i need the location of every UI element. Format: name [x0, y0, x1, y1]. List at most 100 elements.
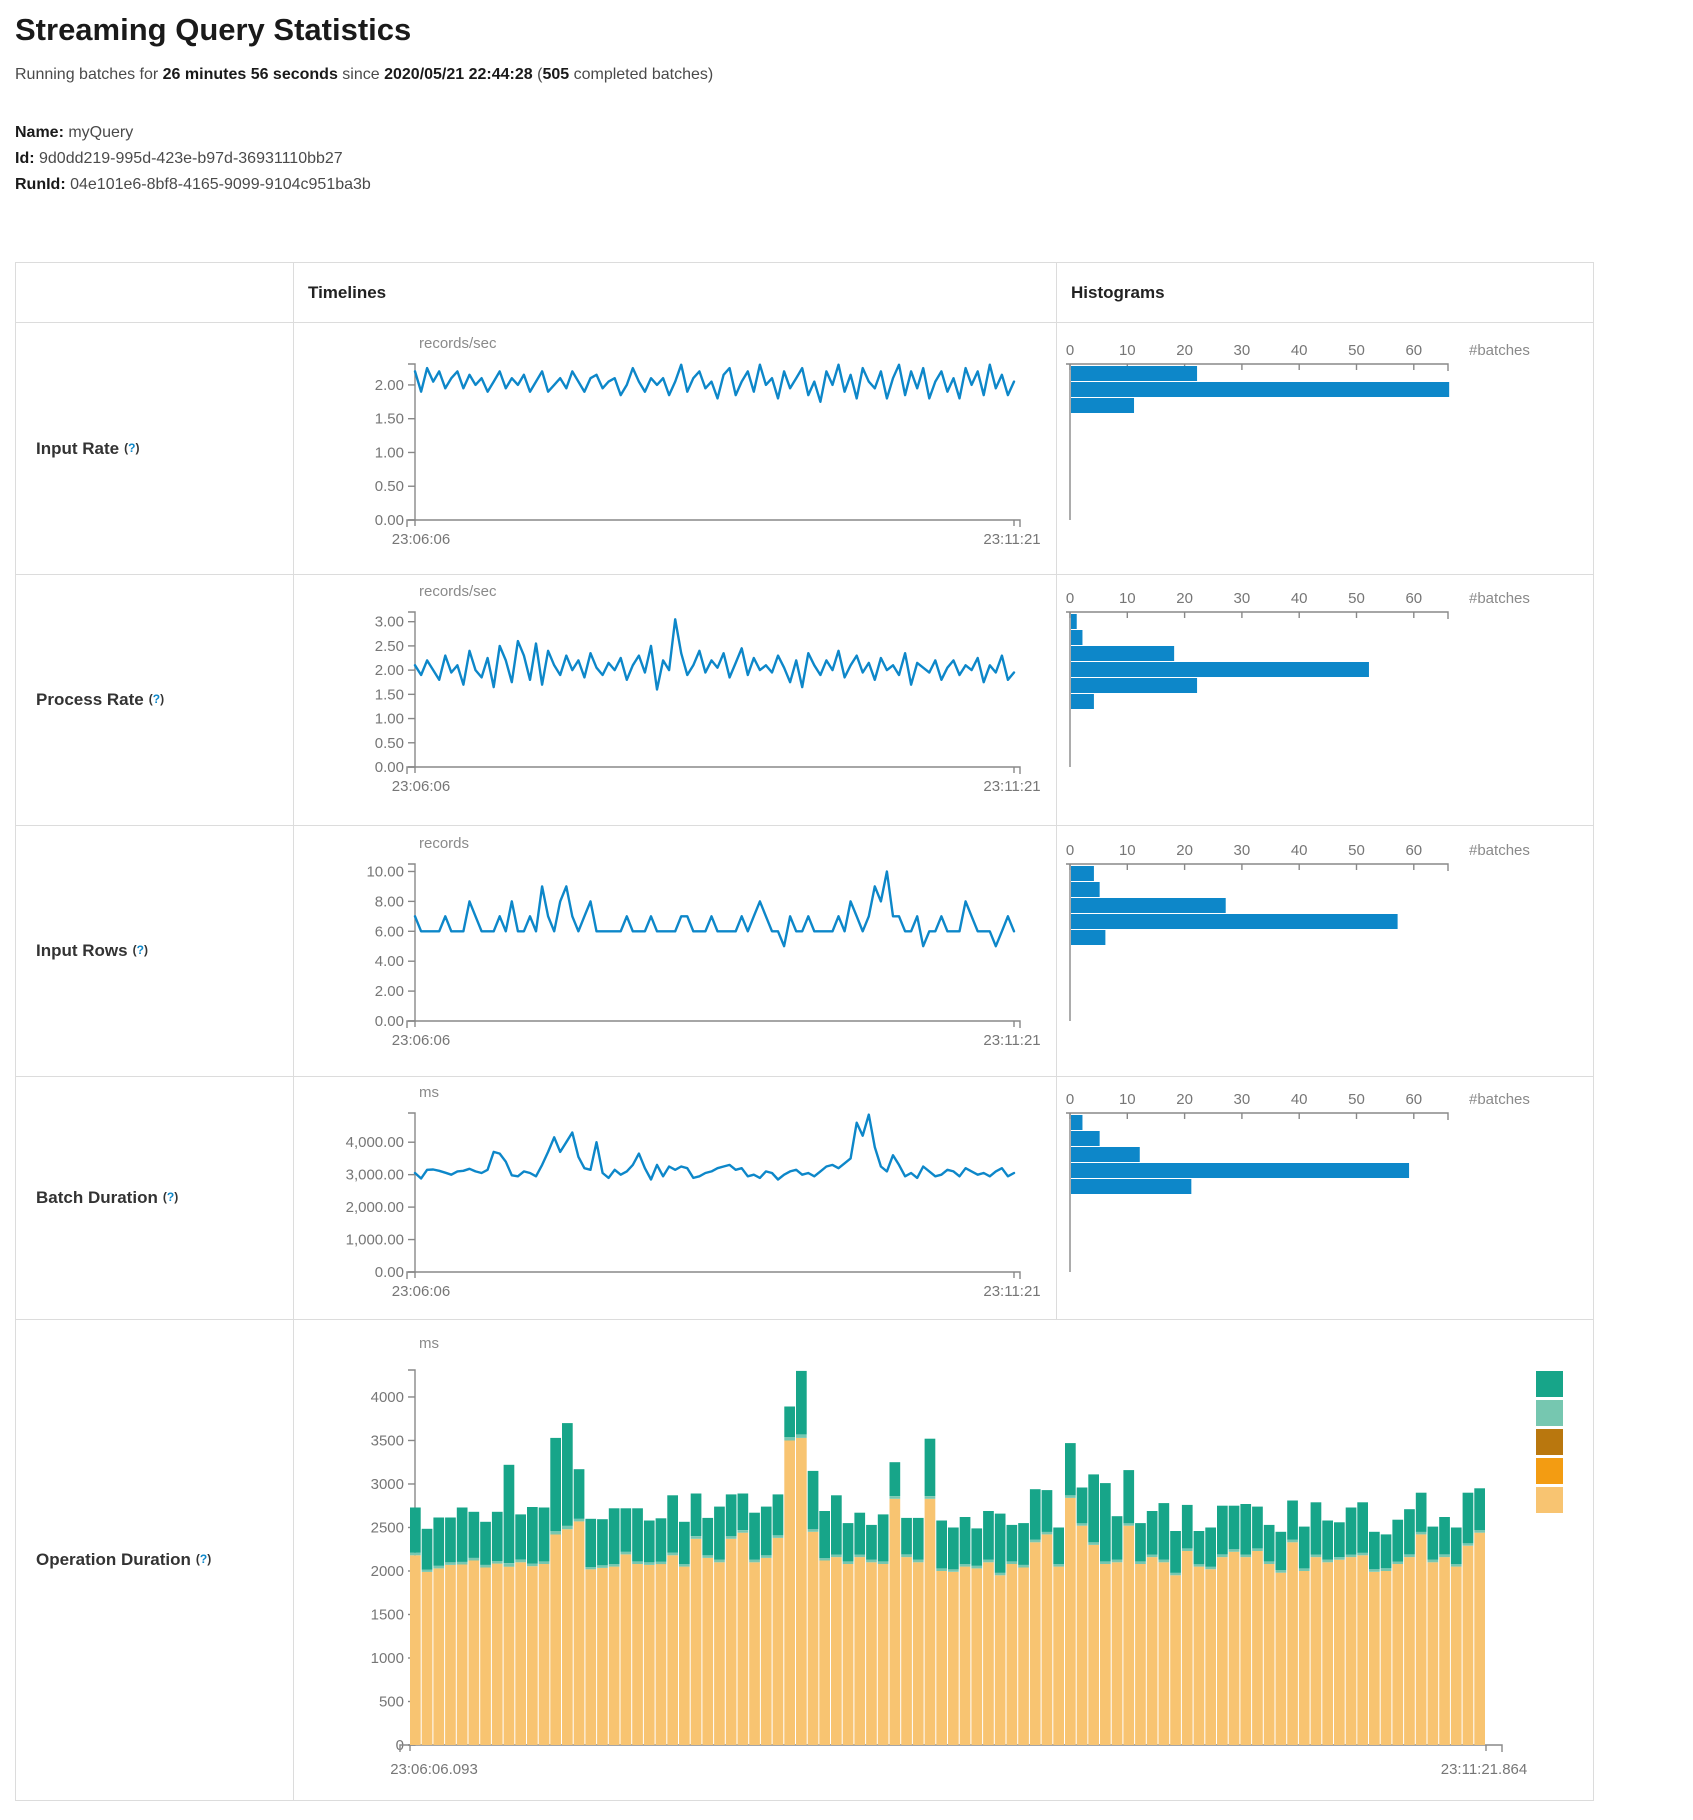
timelines-header: Timelines: [308, 282, 387, 302]
legend-swatch-0: [1536, 1371, 1563, 1397]
input-rate-label-cell: Input Rate (?): [16, 323, 293, 574]
summary-start-time: 2020/05/21 22:44:28: [384, 66, 533, 83]
process-rate-histogram-chart: 0 10 20 30 40 50 60 #batches: [1056, 575, 1593, 825]
query-id-line: Id: 9d0dd219-995d-423e-b97d-36931110bb27: [15, 146, 371, 172]
process-rate-help-icon[interactable]: (?): [148, 692, 165, 706]
svg-text:2.00: 2.00: [375, 662, 404, 679]
svg-text:2500: 2500: [371, 1519, 404, 1536]
svg-text:40: 40: [1291, 1091, 1308, 1108]
input-rate-label: Input Rate: [36, 438, 120, 458]
svg-text:#batches: #batches: [1469, 342, 1530, 359]
batch-duration-label: Batch Duration: [36, 1188, 158, 1207]
svg-text:50: 50: [1348, 590, 1365, 607]
svg-text:0.00: 0.00: [375, 1013, 404, 1030]
batch-duration-timeline-chart: ms 4,000.00 3,000.00 2,000.00 1,000.00 0.00 23…: [293, 1077, 1056, 1319]
svg-text:23:11:21.864: 23:11:21.864: [1441, 1761, 1527, 1778]
svg-text:30: 30: [1234, 342, 1251, 359]
legend-swatch-2: [1536, 1429, 1563, 1455]
batch-duration-label-cell: Batch Duration (?): [16, 1077, 293, 1319]
svg-text:3000: 3000: [371, 1476, 404, 1493]
query-name-value: myQuery: [63, 124, 134, 141]
running-batches-summary: Running batches for 26 minutes 56 second…: [15, 66, 713, 84]
svg-text:50: 50: [1348, 842, 1365, 859]
svg-text:8.00: 8.00: [375, 893, 404, 910]
svg-text:#batches: #batches: [1469, 590, 1530, 607]
svg-text:23:06:06: 23:06:06: [392, 531, 450, 548]
input-rows-help-icon[interactable]: (?): [132, 943, 148, 957]
summary-prefix: Running batches for: [15, 66, 163, 83]
svg-text:2.00: 2.00: [375, 377, 404, 394]
svg-text:40: 40: [1291, 842, 1308, 859]
svg-text:2.50: 2.50: [375, 638, 404, 655]
svg-text:3,000.00: 3,000.00: [346, 1167, 404, 1184]
svg-text:4.00: 4.00: [375, 953, 404, 970]
summary-duration: 26 minutes 56 seconds: [162, 66, 338, 83]
svg-text:23:11:21: 23:11:21: [983, 1032, 1040, 1049]
input-rows-label: Input Rows: [36, 941, 128, 960]
svg-text:1.50: 1.50: [375, 411, 404, 428]
svg-text:1000: 1000: [371, 1650, 404, 1667]
page-title: Streaming Query Statistics: [15, 12, 412, 47]
svg-text:500: 500: [379, 1693, 404, 1710]
svg-text:60: 60: [1405, 590, 1422, 607]
svg-text:1500: 1500: [371, 1606, 404, 1623]
process-rate-label: Process Rate: [36, 690, 144, 709]
query-name-label: Name:: [15, 124, 64, 141]
svg-text:4,000.00: 4,000.00: [346, 1134, 404, 1151]
input-rows-histogram-chart: 0 10 20 30 40 50 60 #batches: [1056, 826, 1593, 1076]
input-rate-timeline-chart: records/sec 2.00 1.50 1.00 0.50 0.00 23:06:06 2…: [293, 323, 1056, 574]
input-rate-histogram-chart: 0 10 20 30 40 50 60 #batches: [1056, 323, 1593, 574]
input-rate-row: Input Rate (?) records/sec 2.00 1.50 1.00 0.5…: [16, 323, 1593, 575]
batch-duration-help-icon[interactable]: (?): [162, 1190, 179, 1204]
svg-text:10: 10: [1119, 1091, 1136, 1108]
query-runid-line: RunId: 04e101e6-8bf8-4165-9099-9104c951b…: [15, 172, 371, 198]
svg-text:1,000.00: 1,000.00: [346, 1232, 404, 1249]
table-header-row: Timelines Histograms: [16, 263, 1593, 323]
header-empty-cell: [16, 263, 293, 322]
histograms-header: Histograms: [1071, 282, 1165, 302]
svg-text:20: 20: [1176, 1091, 1193, 1108]
svg-text:30: 30: [1234, 842, 1251, 859]
svg-text:2.00: 2.00: [375, 983, 404, 1000]
svg-text:23:11:21: 23:11:21: [983, 1283, 1040, 1300]
svg-text:10: 10: [1119, 590, 1136, 607]
operation-duration-help-icon[interactable]: (?): [195, 1552, 212, 1566]
header-histograms-cell: Histograms: [1056, 263, 1593, 322]
svg-text:1.00: 1.00: [375, 444, 404, 461]
svg-text:0: 0: [1066, 1091, 1074, 1108]
svg-text:0: 0: [1066, 842, 1074, 859]
process-rate-row: Process Rate (?) records/sec 3.00 2.50 2.00 1…: [16, 575, 1593, 826]
svg-text:ms: ms: [419, 1335, 439, 1352]
svg-text:10: 10: [1119, 342, 1136, 359]
svg-text:23:06:06: 23:06:06: [392, 778, 450, 795]
operation-duration-label-cell: Operation Duration (?): [16, 1320, 293, 1800]
input-rows-label-cell: Input Rows (?): [16, 826, 293, 1076]
query-id-value: 9d0dd219-995d-423e-b97d-36931110bb27: [34, 150, 343, 167]
svg-text:records/sec: records/sec: [419, 583, 497, 600]
svg-text:1.00: 1.00: [375, 711, 404, 728]
svg-text:23:06:06: 23:06:06: [392, 1283, 450, 1300]
summary-open-paren: (: [532, 66, 543, 83]
svg-text:0.50: 0.50: [375, 735, 404, 752]
legend-swatch-1: [1536, 1400, 1563, 1426]
operation-duration-stacked-chart: ms 4000 3500 3000 2500 2000 1500 1000 500 0 23:06:…: [293, 1320, 1593, 1800]
summary-batch-count: 505: [542, 66, 570, 83]
svg-text:0: 0: [1066, 590, 1074, 607]
svg-text:#batches: #batches: [1469, 1091, 1530, 1108]
svg-text:60: 60: [1405, 842, 1422, 859]
summary-mid: since: [337, 66, 385, 83]
svg-text:60: 60: [1405, 1091, 1422, 1108]
batch-duration-histogram-chart: 0 10 20 30 40 50 60 #batches: [1056, 1077, 1593, 1319]
svg-text:1.50: 1.50: [375, 686, 404, 703]
query-id-label: Id:: [15, 150, 35, 167]
svg-text:6.00: 6.00: [375, 923, 404, 940]
query-name-line: Name: myQuery: [15, 120, 371, 146]
svg-text:23:11:21: 23:11:21: [983, 778, 1040, 795]
operation-duration-row: Operation Duration (?) ms 4000 3500 3000 2500…: [16, 1320, 1593, 1800]
svg-text:10: 10: [1119, 842, 1136, 859]
svg-text:30: 30: [1234, 1091, 1251, 1108]
svg-text:records/sec: records/sec: [419, 335, 497, 352]
svg-text:0.00: 0.00: [375, 759, 404, 776]
svg-text:50: 50: [1348, 342, 1365, 359]
input-rate-help-icon[interactable]: (?): [124, 440, 140, 455]
